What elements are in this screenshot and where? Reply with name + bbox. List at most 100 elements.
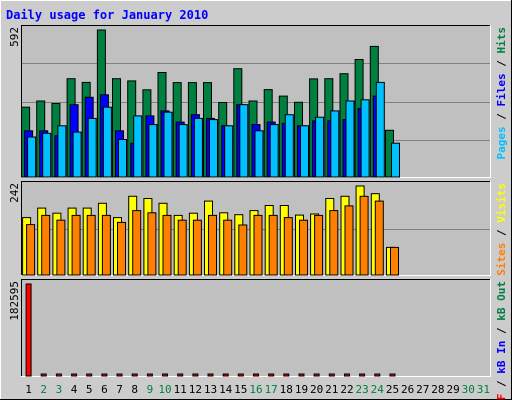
x-tick-label-day-13: 13: [204, 383, 217, 396]
bar-hits-files-pages-pages-day-21: [330, 110, 340, 178]
bar-kb-kb-f-day-12: [192, 373, 199, 377]
x-tick-label-day-23: 23: [355, 383, 368, 396]
bar-hits-files-pages-pages-day-23: [360, 99, 370, 178]
bar-visits-sites-sites-day-22: [344, 205, 354, 276]
bar-hits-files-pages-pages-day-8: [133, 115, 143, 178]
plot-area-kb: [21, 279, 491, 377]
bar-kb-kb-f-day-2: [40, 373, 47, 377]
bar-hits-files-pages-pages-day-22: [345, 100, 355, 178]
legend-item-0: Pages: [495, 126, 508, 159]
bar-visits-sites-sites-day-13: [208, 214, 217, 276]
bar-kb-kb-f-day-3: [55, 373, 62, 377]
x-tick-label-day-25: 25: [386, 383, 399, 396]
bar-kb-kb-f-day-6: [101, 373, 108, 377]
bar-kb-kb-f-day-25: [389, 373, 396, 377]
bar-kb-kb-f-day-4: [71, 373, 78, 377]
bar-visits-sites-sites-day-17: [268, 214, 278, 276]
legend-item-2: Visits: [495, 183, 508, 223]
bar-visits-sites-sites-day-21: [329, 210, 339, 276]
bar-kb-kb-f-day-21: [328, 373, 335, 377]
bar-hits-files-pages-pages-day-10: [163, 111, 173, 178]
bar-kb-kb-f-day-8: [131, 373, 138, 377]
x-tick-label-day-24: 24: [371, 383, 385, 396]
x-tick-label-day-21: 21: [325, 383, 338, 396]
x-tick-label-day-18: 18: [280, 383, 293, 396]
x-tick-label-day-5: 5: [86, 383, 93, 396]
bar-kb-kb-f-day-18: [283, 373, 290, 377]
x-tick-label-day-27: 27: [416, 383, 429, 396]
bar-visits-sites-sites-day-16: [253, 214, 263, 276]
bar-visits-sites-sites-day-2: [41, 214, 51, 276]
x-tick-label-day-14: 14: [219, 383, 233, 396]
legend-item-1: /: [495, 223, 508, 243]
bar-visits-sites-sites-day-12: [192, 219, 202, 276]
y-max-label-visits-sites: 242: [8, 183, 21, 203]
x-tick-label-day-30: 30: [462, 383, 475, 396]
bar-hits-files-pages-pages-day-1: [27, 136, 37, 178]
y-max-label-kb: 182595: [8, 281, 21, 321]
bar-kb-kb-f-day-22: [344, 373, 350, 377]
bar-kb-kb-f-day-1: [25, 283, 32, 377]
bar-hits-files-pages-pages-day-17: [269, 124, 279, 178]
bar-hits-files-pages-pages-day-4: [72, 131, 82, 178]
bar-visits-sites-sites-day-15: [238, 224, 248, 276]
legend-item-2: Files: [495, 73, 508, 106]
legend-hits-files-pages: Pages / Files / Hits: [495, 27, 508, 160]
bar-kb-kb-f-day-17: [268, 373, 275, 377]
bar-hits-files-pages-pages-day-14: [224, 125, 234, 178]
bar-hits-files-pages-pages-day-19: [300, 125, 309, 178]
x-axis-tick-labels: 1 2 3 4 5 6 7 8 9 10 11 12 13 14 15 16 17 18 19 20 21 22 23 24 2…: [25, 383, 490, 396]
bar-hits-files-pages-pages-day-5: [87, 117, 97, 178]
legend-kb: kB F / kB In / kB Out: [495, 281, 508, 400]
bar-hits-files-pages-pages-day-7: [118, 139, 127, 178]
bar-hits-files-pages-pages-day-16: [254, 130, 264, 178]
bar-visits-sites-sites-day-1: [26, 224, 36, 276]
bar-kb-kb-f-day-23: [359, 373, 366, 377]
bar-visits-sites-sites-day-25: [390, 246, 399, 276]
bar-kb-kb-f-day-15: [237, 373, 244, 377]
legend-item-1: /: [495, 374, 508, 394]
bar-hits-files-pages-pages-day-18: [284, 114, 294, 178]
legend-item-2: kB In: [495, 341, 508, 374]
x-tick-label-day-6: 6: [101, 383, 108, 396]
bar-visits-sites-sites-day-4: [71, 214, 81, 276]
legend-item-3: /: [495, 321, 508, 341]
x-tick-label-day-20: 20: [310, 383, 323, 396]
bar-kb-kb-f-day-14: [222, 373, 229, 377]
x-tick-label-day-15: 15: [234, 383, 247, 396]
bar-visits-sites-sites-day-20: [314, 214, 324, 276]
bar-kb-kb-f-day-9: [146, 373, 153, 377]
legend-item-4: Hits: [495, 27, 508, 54]
bar-visits-sites-sites-day-3: [56, 219, 66, 276]
bar-hits-files-pages-pages-day-6: [102, 106, 112, 178]
bar-hits-files-pages-pages-day-25: [391, 142, 400, 178]
panel-hits-files-pages: 592 Pages / Files / Hits: [8, 25, 508, 178]
bar-hits-files-pages-pages-day-13: [209, 119, 218, 178]
bar-visits-sites-sites-day-14: [223, 219, 233, 276]
bar-visits-sites-sites-day-10: [162, 214, 172, 276]
bar-hits-files-pages-pages-day-2: [42, 132, 52, 178]
x-tick-label-day-16: 16: [249, 383, 262, 396]
bar-kb-kb-f-day-19: [298, 373, 305, 377]
x-tick-label-day-2: 2: [40, 383, 47, 396]
bar-hits-files-pages-pages-day-9: [148, 124, 158, 178]
bar-visits-sites-sites-day-11: [177, 219, 187, 276]
bar-kb-kb-f-day-24: [374, 373, 381, 377]
x-tick-label-day-1: 1: [25, 383, 32, 396]
x-tick-label-day-11: 11: [174, 383, 187, 396]
legend-item-4: kB Out: [495, 281, 508, 321]
panel-visits-sites: 242 Sites / Visits: [8, 181, 508, 276]
bar-visits-sites-sites-day-19: [299, 219, 308, 276]
x-tick-label-day-28: 28: [431, 383, 444, 396]
x-tick-label-day-29: 29: [446, 383, 459, 396]
x-tick-label-day-17: 17: [265, 383, 278, 396]
bar-visits-sites-sites-day-18: [283, 217, 293, 276]
legend-item-1: /: [495, 107, 508, 127]
bar-visits-sites-sites-day-7: [117, 221, 126, 276]
x-tick-label-day-19: 19: [295, 383, 308, 396]
bar-kb-kb-f-day-5: [86, 373, 93, 377]
bar-kb-kb-f-day-11: [177, 373, 184, 377]
x-tick-label-day-12: 12: [189, 383, 202, 396]
